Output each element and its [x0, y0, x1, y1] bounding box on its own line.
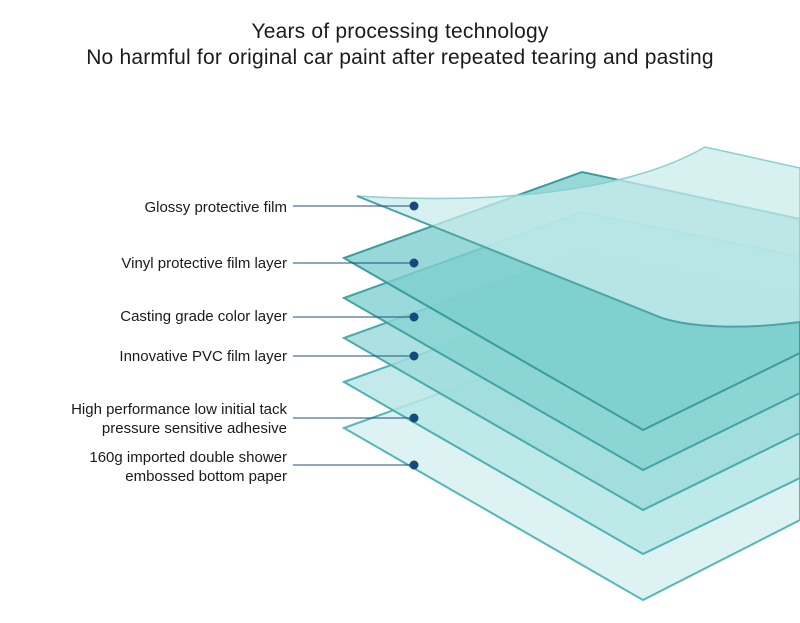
label-casting-grade-color-layer: Casting grade color layer	[120, 307, 287, 326]
leader-dot	[409, 460, 419, 470]
label-line: Innovative PVC film layer	[119, 348, 287, 365]
label-line: embossed bottom paper	[125, 468, 287, 485]
label-line: Glossy protective film	[144, 199, 287, 216]
leader-glossy	[293, 201, 419, 211]
leader-vinyl	[293, 258, 419, 268]
leader-pvc	[293, 351, 419, 361]
label-line: High performance low initial tack	[71, 401, 287, 418]
label-glossy-protective-film: Glossy protective film	[144, 198, 287, 217]
leader-dot	[409, 258, 419, 268]
headline-line-1: Years of processing technology	[251, 20, 549, 43]
label-line: pressure sensitive adhesive	[101, 420, 287, 437]
label-line: Casting grade color layer	[120, 308, 287, 325]
leader-adhesive	[293, 413, 419, 423]
label-innovative-pvc-film-layer: Innovative PVC film layer	[119, 347, 287, 366]
leader-dot	[409, 351, 419, 361]
label-pressure-sensitive-adhesive: High performance low initial tack pressu…	[71, 400, 287, 438]
leader-dot	[409, 201, 419, 211]
leader-color	[293, 312, 419, 322]
label-line: 160g imported double shower	[89, 449, 287, 466]
leader-dot	[409, 413, 419, 423]
leader-dot	[409, 312, 419, 322]
label-vinyl-protective-film-layer: Vinyl protective film layer	[121, 254, 287, 273]
leader-paper	[293, 460, 419, 470]
glossy-edge	[356, 195, 800, 328]
headline-line-2: No harmful for original car paint after …	[86, 46, 714, 69]
label-line: Vinyl protective film layer	[121, 255, 287, 272]
label-embossed-bottom-paper: 160g imported double shower embossed bot…	[89, 448, 287, 486]
